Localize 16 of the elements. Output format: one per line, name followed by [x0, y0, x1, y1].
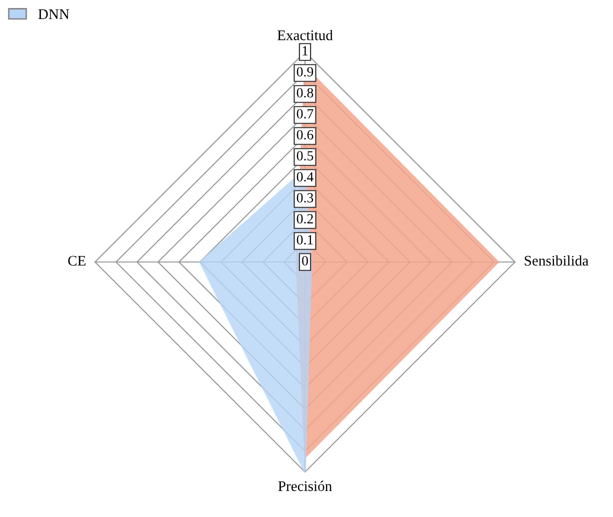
- y-tick-label: 0.8: [296, 88, 314, 98]
- y-tick-label: 0.7: [296, 109, 314, 119]
- y-tick-label: 0.9: [296, 67, 314, 77]
- spoke-label: CE: [68, 256, 86, 266]
- y-tick-label: 0: [302, 256, 308, 266]
- y-tick-label: 0.6: [296, 130, 314, 140]
- legend-label: DNN: [38, 9, 70, 19]
- spoke-label: Exactitud: [277, 30, 333, 40]
- y-tick-label: 0.3: [296, 193, 314, 203]
- y-tick-label: 0.5: [296, 151, 314, 161]
- y-tick-label: 1: [302, 46, 308, 56]
- y-tick-label: 0.1: [296, 235, 313, 245]
- spoke-label: Precisión: [278, 480, 332, 492]
- y-tick-label: 0.2: [296, 214, 313, 224]
- spoke-label: Sensibilida: [524, 255, 588, 266]
- y-tick-label: 0.4: [296, 172, 314, 182]
